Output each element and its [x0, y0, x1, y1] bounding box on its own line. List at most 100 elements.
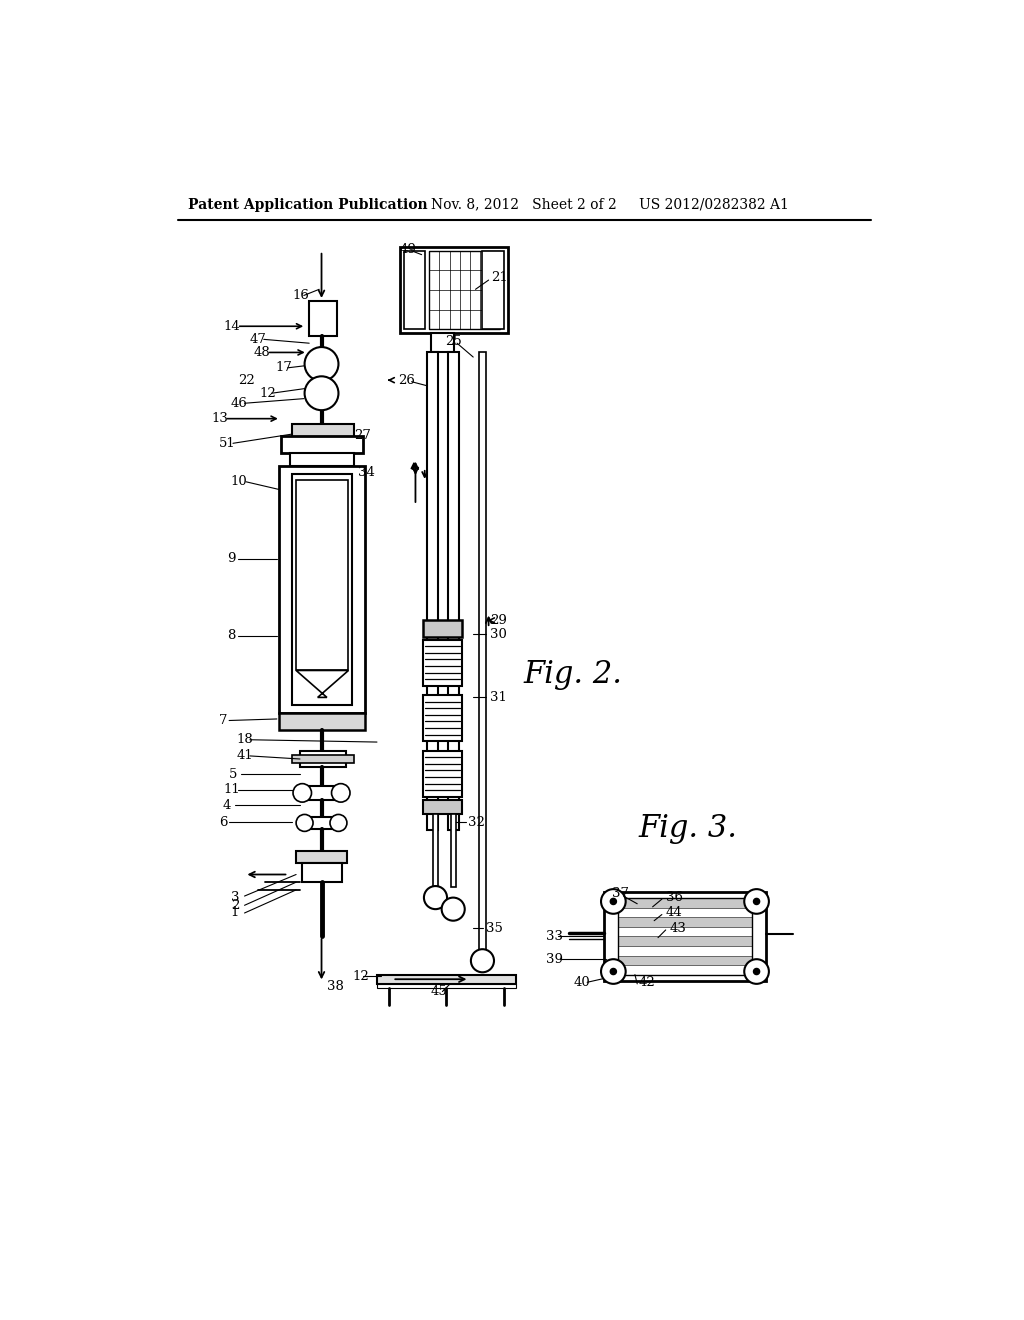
Bar [377, 983, 515, 989]
Text: 5: 5 [229, 768, 238, 781]
Bar [447, 352, 459, 830]
Bar [423, 640, 463, 686]
Circle shape [304, 376, 339, 411]
Text: 44: 44 [666, 907, 682, 920]
Text: 46: 46 [230, 397, 248, 409]
Bar [281, 436, 364, 453]
Circle shape [610, 899, 616, 904]
Text: 29: 29 [490, 614, 507, 627]
Bar [296, 480, 348, 671]
Text: US 2012/0282382 A1: US 2012/0282382 A1 [639, 198, 788, 211]
Text: 35: 35 [486, 921, 503, 935]
Bar [300, 751, 346, 767]
Text: 8: 8 [226, 630, 236, 643]
Bar [617, 899, 752, 974]
Text: 2: 2 [230, 899, 239, 912]
Bar [433, 813, 438, 887]
Text: 22: 22 [239, 374, 255, 387]
Bar [400, 247, 508, 333]
Text: 31: 31 [490, 690, 507, 704]
Circle shape [601, 960, 626, 983]
Text: 40: 40 [573, 975, 590, 989]
Text: 43: 43 [670, 921, 686, 935]
Circle shape [332, 784, 350, 803]
Bar [604, 892, 766, 981]
Circle shape [601, 890, 626, 913]
Circle shape [754, 899, 760, 904]
Text: Fig. 2.: Fig. 2. [523, 659, 623, 690]
Bar [304, 785, 342, 800]
Text: 12: 12 [352, 970, 369, 982]
Text: Fig. 3.: Fig. 3. [639, 813, 737, 843]
Text: 25: 25 [444, 335, 462, 348]
Bar [292, 424, 354, 438]
Circle shape [304, 347, 339, 381]
Text: Patent Application Publication: Patent Application Publication [188, 198, 428, 211]
Bar [423, 751, 463, 797]
Text: 49: 49 [400, 243, 417, 256]
Text: 12: 12 [260, 387, 276, 400]
Text: 36: 36 [666, 891, 683, 904]
Bar [292, 755, 354, 763]
Bar [309, 301, 337, 335]
Bar [617, 936, 752, 946]
Circle shape [744, 890, 769, 913]
Text: 4: 4 [223, 799, 231, 812]
Text: 33: 33 [547, 929, 563, 942]
Text: 37: 37 [611, 887, 629, 900]
Text: 10: 10 [230, 475, 248, 488]
Text: 34: 34 [357, 466, 375, 479]
Bar [617, 956, 752, 965]
Bar [431, 333, 454, 352]
Bar [301, 863, 342, 882]
Text: 21: 21 [490, 271, 508, 284]
Circle shape [293, 784, 311, 803]
Text: 26: 26 [398, 374, 416, 387]
Text: 13: 13 [211, 412, 228, 425]
Text: 30: 30 [490, 628, 507, 640]
Text: 7: 7 [219, 714, 227, 727]
Text: 39: 39 [547, 953, 563, 966]
Text: 11: 11 [223, 783, 240, 796]
Bar [427, 352, 438, 830]
Bar [423, 696, 463, 742]
Bar [479, 352, 485, 953]
Bar [290, 453, 354, 466]
Bar [403, 251, 425, 330]
Text: 27: 27 [354, 429, 371, 442]
Bar [423, 620, 463, 638]
Circle shape [744, 960, 769, 983]
Circle shape [424, 886, 447, 909]
Circle shape [441, 898, 465, 921]
Text: 47: 47 [250, 333, 267, 346]
Bar [617, 917, 752, 927]
Circle shape [330, 814, 347, 832]
Text: 1: 1 [230, 907, 239, 920]
Text: 38: 38 [327, 979, 344, 993]
Text: 41: 41 [237, 750, 254, 763]
Bar [292, 474, 352, 705]
Text: 17: 17 [275, 362, 292, 375]
Bar [451, 813, 456, 887]
Text: 16: 16 [292, 289, 309, 302]
Circle shape [296, 814, 313, 832]
Bar [306, 817, 339, 829]
Bar [280, 466, 366, 713]
Text: Nov. 8, 2012   Sheet 2 of 2: Nov. 8, 2012 Sheet 2 of 2 [431, 198, 616, 211]
Circle shape [610, 969, 616, 974]
Polygon shape [296, 671, 348, 697]
Text: 32: 32 [468, 816, 484, 829]
Bar [423, 800, 463, 813]
Text: 14: 14 [223, 319, 240, 333]
Text: 42: 42 [639, 975, 655, 989]
Text: 9: 9 [226, 552, 236, 565]
Text: 3: 3 [230, 891, 240, 904]
Text: 51: 51 [219, 437, 236, 450]
Text: 45: 45 [431, 985, 447, 998]
Text: 6: 6 [219, 816, 227, 829]
Bar [377, 974, 515, 983]
Bar [429, 251, 500, 330]
Bar [617, 899, 752, 908]
Text: 48: 48 [254, 346, 270, 359]
Circle shape [754, 969, 760, 974]
